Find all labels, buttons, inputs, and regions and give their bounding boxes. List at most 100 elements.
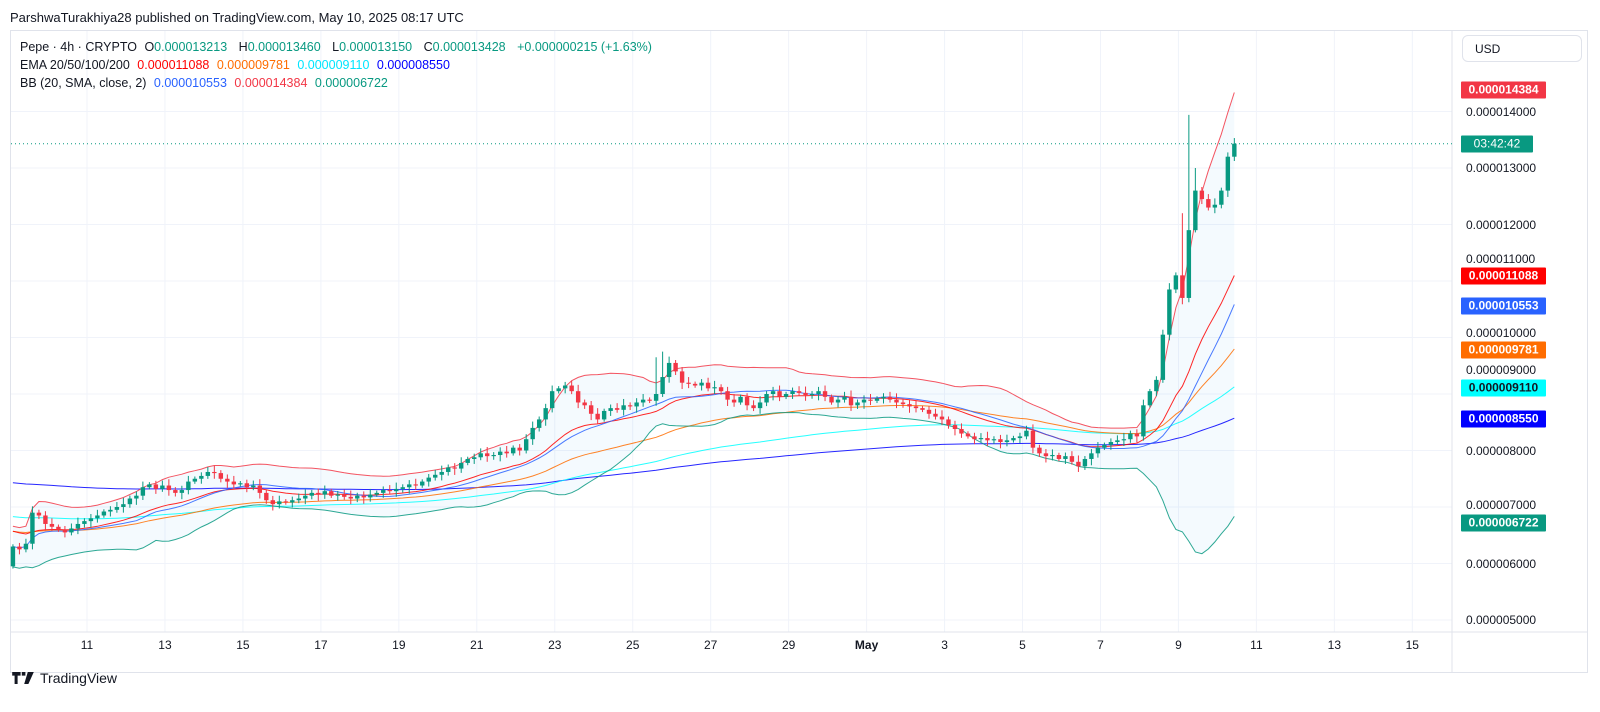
candle-up[interactable]	[497, 451, 503, 456]
candle-down[interactable]	[692, 383, 698, 386]
candle-up[interactable]	[1011, 438, 1016, 441]
candle-up[interactable]	[439, 471, 444, 475]
candle-up[interactable]	[699, 382, 704, 386]
candle-down[interactable]	[913, 406, 919, 409]
candle-up[interactable]	[712, 387, 717, 389]
candle-up[interactable]	[121, 504, 126, 507]
candle-up[interactable]	[459, 462, 464, 469]
candle-down[interactable]	[822, 391, 828, 397]
symbol-label[interactable]: Pepe · 4h · CRYPTO	[20, 40, 137, 54]
candle-down[interactable]	[387, 490, 392, 492]
candle-down[interactable]	[1037, 447, 1042, 454]
bb-upper-line[interactable]	[12, 92, 1235, 529]
candle-up[interactable]	[368, 494, 373, 498]
ema20-line[interactable]	[12, 275, 1235, 535]
ema-legend[interactable]: EMA 20/50/100/200 0.000011088 0.00000978…	[20, 58, 454, 72]
candle-up[interactable]	[1004, 440, 1010, 443]
candle-down[interactable]	[588, 405, 594, 414]
candle-down[interactable]	[257, 485, 263, 493]
candle-up[interactable]	[881, 396, 886, 399]
candle-up[interactable]	[874, 398, 880, 401]
candle-up[interactable]	[478, 453, 483, 458]
candle-down[interactable]	[49, 523, 55, 527]
candle-down[interactable]	[582, 402, 587, 406]
candle-down[interactable]	[731, 399, 737, 403]
candle-down[interactable]	[504, 451, 509, 454]
candle-up[interactable]	[562, 385, 568, 389]
candle-down[interactable]	[62, 529, 68, 533]
candle-down[interactable]	[829, 396, 834, 403]
candle-up[interactable]	[186, 481, 191, 491]
candle-down[interactable]	[43, 515, 48, 524]
candle-up[interactable]	[277, 501, 282, 505]
candle-up[interactable]	[510, 447, 516, 454]
candle-up[interactable]	[381, 490, 386, 493]
candle-down[interactable]	[1030, 430, 1036, 448]
candle-up[interactable]	[114, 507, 120, 510]
ema50-line[interactable]	[12, 348, 1235, 534]
candle-down[interactable]	[36, 512, 42, 516]
candle-up[interactable]	[75, 523, 81, 529]
candle-up[interactable]	[608, 408, 613, 411]
candle-down[interactable]	[627, 405, 633, 407]
tradingview-logo[interactable]: TradingView	[12, 670, 117, 686]
candle-up[interactable]	[640, 399, 646, 403]
candle-down[interactable]	[361, 495, 366, 498]
candle-down[interactable]	[218, 473, 224, 479]
candle-up[interactable]	[1089, 453, 1094, 459]
candle-up[interactable]	[88, 518, 94, 522]
candle-up[interactable]	[205, 471, 211, 476]
candle-up[interactable]	[666, 362, 672, 378]
candle-down[interactable]	[705, 382, 711, 389]
candle-up[interactable]	[30, 512, 35, 544]
candle-down[interactable]	[56, 526, 61, 530]
candle-up[interactable]	[1141, 405, 1146, 437]
candle-up[interactable]	[1082, 458, 1088, 467]
candle-down[interactable]	[283, 501, 289, 503]
candle-up[interactable]	[179, 490, 185, 493]
candle-up[interactable]	[549, 391, 555, 409]
candle-down[interactable]	[153, 484, 159, 489]
candle-up[interactable]	[296, 498, 301, 501]
candle-up[interactable]	[1186, 230, 1192, 298]
candle-up[interactable]	[738, 396, 743, 403]
candle-up[interactable]	[1128, 433, 1133, 440]
candle-up[interactable]	[465, 458, 470, 463]
candle-down[interactable]	[225, 478, 230, 482]
candle-down[interactable]	[1206, 199, 1211, 208]
candle-up[interactable]	[543, 408, 548, 420]
candle-up[interactable]	[1160, 334, 1166, 380]
candle-up[interactable]	[491, 455, 496, 457]
candle-down[interactable]	[413, 484, 418, 486]
candle-down[interactable]	[907, 404, 912, 407]
candle-up[interactable]	[861, 399, 867, 403]
candle-up[interactable]	[1121, 439, 1127, 441]
candle-up[interactable]	[192, 478, 198, 482]
candle-up[interactable]	[1095, 447, 1101, 454]
candle-down[interactable]	[17, 546, 22, 550]
candle-up[interactable]	[69, 528, 74, 533]
candle-down[interactable]	[1076, 461, 1081, 467]
bb-basis-line[interactable]	[12, 304, 1235, 549]
candle-down[interactable]	[595, 413, 600, 420]
candle-up[interactable]	[1212, 204, 1218, 208]
candle-up[interactable]	[1232, 143, 1237, 157]
candle-down[interactable]	[1069, 456, 1075, 462]
candle-down[interactable]	[517, 447, 522, 451]
candle-up[interactable]	[1173, 275, 1179, 290]
candle-down[interactable]	[316, 492, 321, 495]
candle-up[interactable]	[653, 394, 659, 401]
candle-up[interactable]	[816, 391, 821, 394]
candle-up[interactable]	[23, 543, 29, 550]
candle-down[interactable]	[952, 425, 958, 430]
ema100-line[interactable]	[12, 386, 1235, 520]
candle-up[interactable]	[127, 498, 133, 505]
candle-up[interactable]	[1219, 190, 1224, 205]
candle-down[interactable]	[679, 371, 685, 383]
candle-down[interactable]	[1180, 275, 1185, 298]
candle-up[interactable]	[303, 495, 308, 499]
candle-down[interactable]	[244, 483, 250, 488]
candle-up[interactable]	[10, 546, 16, 567]
candle-up[interactable]	[1017, 436, 1023, 439]
